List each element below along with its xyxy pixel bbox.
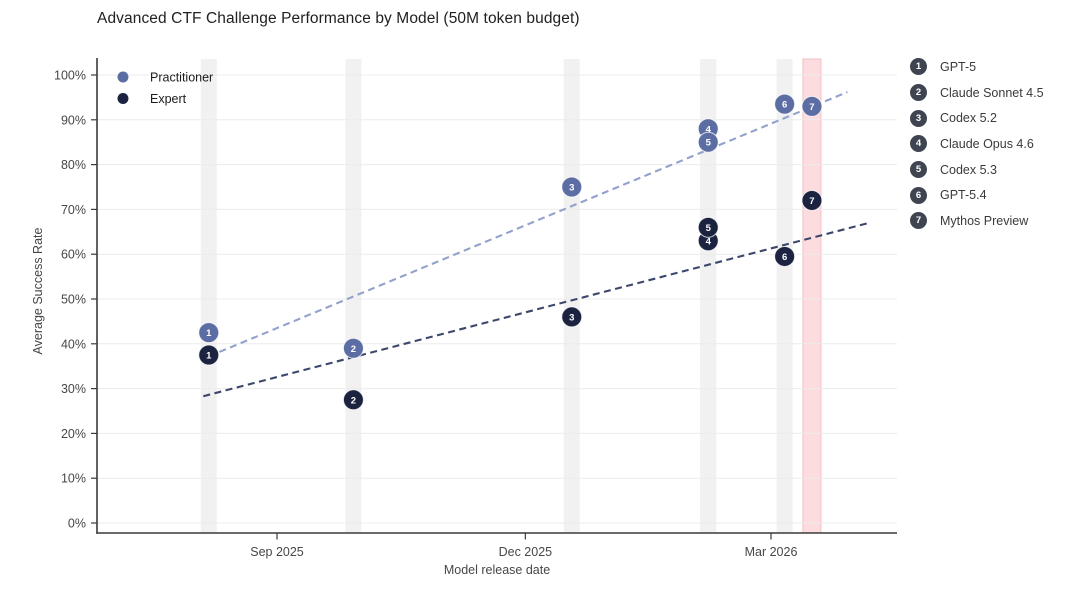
y-tick-label: 0% [68, 517, 86, 531]
y-tick-label: 90% [61, 113, 86, 127]
y-axis-label: Average Success Rate [31, 227, 45, 355]
x-tick-label: Mar 2026 [745, 545, 798, 559]
legend-item-model-3: 3 Codex 5.2 [910, 105, 1044, 131]
model-number-badge: 6 [910, 186, 927, 204]
y-tick-label: 10% [61, 472, 86, 486]
legend-marker-practitioner [117, 71, 129, 83]
data-point-number: 6 [782, 252, 787, 263]
model-name-label: Mythos Preview [940, 213, 1029, 228]
model-number-badge: 1 [910, 58, 927, 76]
model-name-label: Codex 5.3 [940, 162, 997, 177]
model-name-label: GPT-5 [940, 59, 977, 74]
x-tick-label: Sep 2025 [250, 545, 304, 559]
data-point-number: 7 [809, 102, 814, 113]
data-point-number: 3 [569, 312, 574, 323]
data-point-practitioner-6 [774, 93, 796, 115]
data-point-number: 4 [706, 236, 712, 247]
model-number-badge: 4 [910, 135, 927, 153]
release-band [776, 59, 793, 533]
release-band [700, 59, 717, 533]
y-tick-label: 20% [61, 427, 86, 441]
legend-item-model-2: 2 Claude Sonnet 4.5 [910, 80, 1044, 106]
data-point-number: 6 [782, 100, 787, 111]
release-band [345, 59, 362, 533]
trendline-expert [203, 221, 870, 398]
legend-item-model-1: 1 GPT-5 [910, 54, 1044, 80]
legend-item-model-7: 7 Mythos Preview [910, 208, 1044, 234]
data-point-number: 4 [706, 124, 712, 135]
data-point-expert-2 [342, 389, 364, 411]
data-point-practitioner-1 [198, 322, 220, 344]
legend-marker-expert [117, 93, 129, 104]
model-name-label: Claude Opus 4.6 [940, 136, 1034, 151]
release-band-highlight [802, 58, 822, 534]
x-axis-label: Model release date [443, 563, 551, 577]
model-name-label: GPT-5.4 [940, 188, 987, 203]
data-point-expert-7 [801, 189, 823, 211]
y-tick-label: 100% [54, 69, 86, 83]
model-number-badge: 3 [910, 109, 927, 127]
legend-item-model-5: 5 Codex 5.3 [910, 157, 1044, 183]
model-name-label: Claude Sonnet 4.5 [940, 85, 1044, 100]
model-name-label: Codex 5.2 [940, 111, 997, 126]
data-point-practitioner-2 [342, 337, 364, 359]
model-number-badge: 5 [910, 161, 927, 179]
y-tick-label: 60% [61, 248, 86, 262]
data-point-number: 5 [706, 138, 712, 149]
data-point-number: 2 [351, 395, 356, 406]
x-tick-label: Dec 2025 [499, 545, 553, 559]
data-point-expert-3 [561, 306, 583, 328]
data-point-practitioner-7 [801, 95, 823, 117]
chart-title: Advanced CTF Challenge Performance by Mo… [97, 10, 580, 27]
data-point-practitioner-5 [697, 131, 719, 153]
model-number-badge: 7 [910, 212, 927, 230]
y-tick-label: 40% [61, 337, 86, 351]
y-tick-label: 70% [61, 203, 86, 217]
release-band [563, 59, 580, 533]
data-point-number: 7 [809, 196, 814, 207]
y-tick-label: 30% [61, 382, 86, 396]
data-point-expert-1 [198, 344, 220, 366]
y-tick-label: 80% [61, 158, 86, 172]
legend-label: Expert [150, 92, 187, 106]
data-point-expert-6 [774, 245, 796, 267]
legend-label: Practitioner [150, 71, 213, 85]
model-legend: 1 GPT-5 2 Claude Sonnet 4.5 3 Codex 5.2 4 Claud… [910, 54, 1044, 234]
data-point-number: 1 [206, 351, 212, 362]
data-point-number: 1 [206, 328, 212, 339]
data-point-number: 5 [706, 223, 712, 234]
data-point-expert-5 [697, 216, 719, 238]
y-tick-label: 50% [61, 293, 86, 307]
release-band [200, 59, 217, 533]
data-point-number: 3 [569, 183, 574, 194]
legend-item-model-6: 6 GPT-5.4 [910, 182, 1044, 208]
data-point-number: 2 [351, 344, 356, 355]
legend-item-model-4: 4 Claude Opus 4.6 [910, 131, 1044, 157]
trendline-practitioner [208, 91, 848, 358]
data-point-practitioner-3 [561, 176, 583, 198]
model-number-badge: 2 [910, 84, 927, 102]
